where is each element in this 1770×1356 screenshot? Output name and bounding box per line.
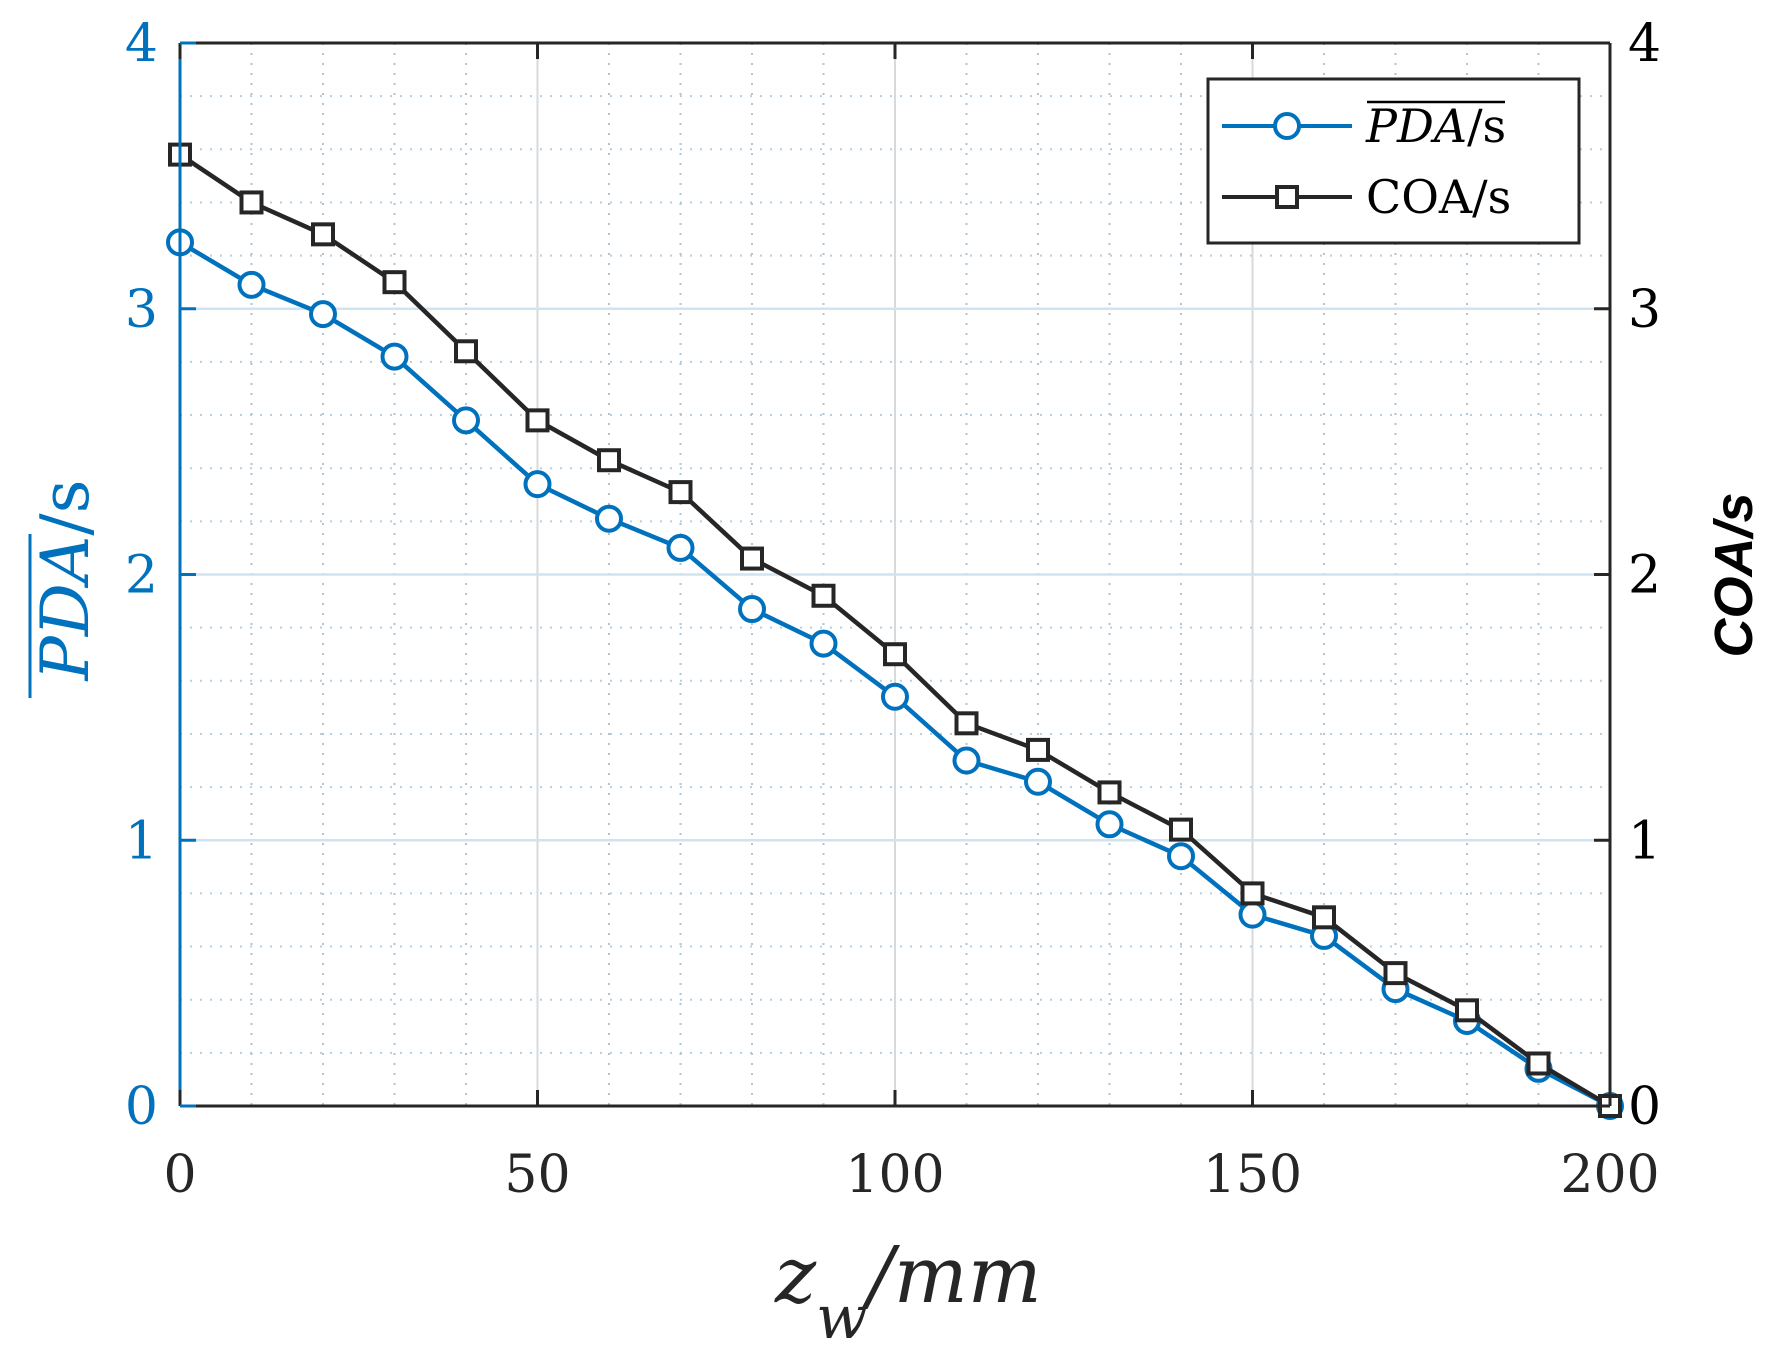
data-point-pda (1095, 810, 1124, 839)
right-y-tick-label: 2 (1628, 546, 1661, 606)
data-point-coa (1383, 961, 1408, 986)
left-y-axis-label: PDA/s (27, 479, 104, 698)
series-layer (166, 142, 1624, 1120)
x-tick-label: 50 (504, 1145, 570, 1205)
x-tick-label: 100 (845, 1145, 944, 1205)
data-point-coa (454, 339, 478, 364)
data-point-pda (237, 270, 266, 299)
data-point-pda (881, 682, 909, 711)
left-y-tick-label: 0 (125, 1077, 158, 1137)
data-point-pda (1167, 842, 1195, 871)
data-point-pda (380, 342, 409, 371)
svg-text:COA/s: COA/s (1704, 492, 1764, 657)
ticks-layer: 0 50 100 150 200 0 1 2 3 4 0 1 2 3 4 (125, 14, 1661, 1205)
left-y-tick-label: 3 (125, 280, 158, 340)
legend-box (1206, 77, 1581, 245)
right-y-tick-label: 1 (1628, 811, 1661, 871)
right-y-tick-label: 4 (1628, 14, 1661, 74)
data-point-coa (311, 222, 335, 247)
data-point-pda (1024, 767, 1052, 796)
x-axis-label: zw/mm (774, 1231, 1042, 1353)
legend-label-pda-main: PDA (1365, 99, 1467, 153)
data-point-coa (1455, 998, 1479, 1023)
data-point-coa (525, 408, 550, 433)
data-point-coa (1240, 881, 1265, 906)
left-y-label-rest: /s (27, 479, 104, 535)
data-point-pda (452, 406, 480, 435)
data-point-pda (666, 533, 695, 562)
data-point-pda (1238, 900, 1267, 929)
left-y-tick-label: 1 (125, 811, 158, 871)
legend-marker-coa (1275, 185, 1299, 209)
left-y-label-main: PDA (27, 536, 104, 682)
x-tick-label: 0 (163, 1145, 196, 1205)
data-point-pda (738, 595, 766, 624)
data-point-coa (1526, 1051, 1551, 1076)
data-point-pda (523, 470, 552, 499)
data-point-coa (239, 190, 264, 215)
left-y-tick-label: 4 (125, 14, 158, 74)
data-point-pda (595, 504, 623, 533)
data-point-coa (668, 480, 693, 505)
x-tick-label: 200 (1560, 1145, 1659, 1205)
data-point-coa (883, 642, 907, 667)
legend: PDA/s COA/s (1206, 77, 1581, 245)
data-point-coa (954, 711, 979, 736)
right-y-tick-label: 0 (1628, 1077, 1661, 1137)
data-point-coa (740, 546, 764, 571)
data-point-coa (1026, 737, 1050, 762)
right-y-axis-label: COA/s (1704, 492, 1764, 657)
legend-label-pda-rest: /s (1467, 99, 1506, 153)
data-point-pda (952, 746, 981, 775)
svg-text:PDA/s: PDA/s (27, 479, 104, 681)
data-point-pda (809, 629, 838, 658)
data-point-pda (309, 300, 337, 329)
legend-label-pda: PDA/s (1365, 99, 1506, 153)
left-y-tick-label: 2 (125, 546, 158, 606)
data-point-coa (1169, 817, 1193, 842)
right-y-tick-label: 3 (1628, 280, 1661, 340)
data-point-coa (1312, 905, 1336, 930)
legend-label-coa: COA/s (1366, 170, 1511, 224)
data-point-coa (811, 583, 836, 608)
data-point-coa (382, 270, 407, 295)
legend-marker-pda (1273, 112, 1301, 140)
x-tick-label: 150 (1203, 1145, 1302, 1205)
data-point-coa (597, 448, 621, 473)
data-point-coa (1097, 780, 1122, 805)
